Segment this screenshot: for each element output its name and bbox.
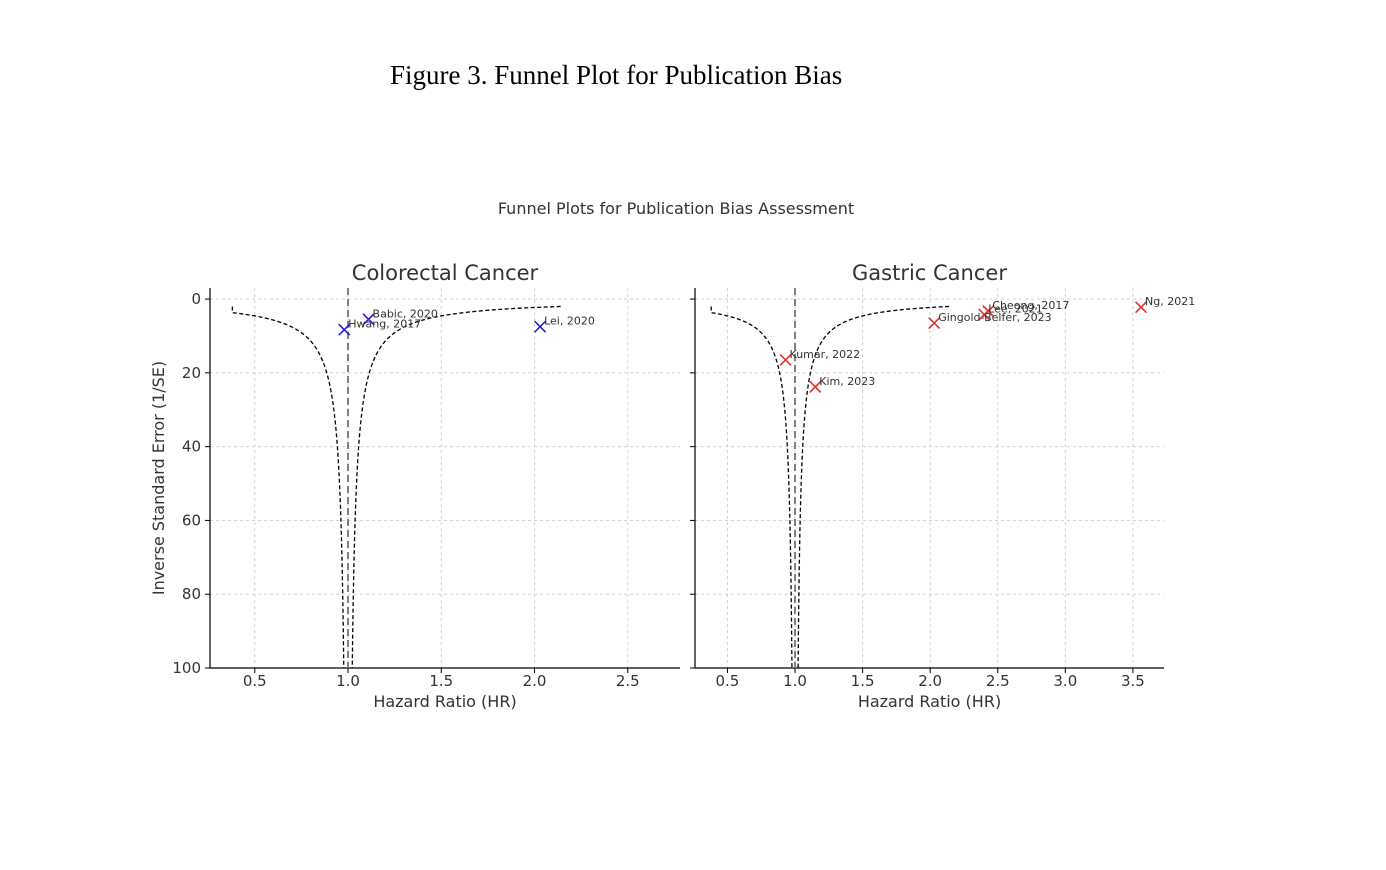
x-axis-label: Hazard Ratio (HR) bbox=[858, 692, 1001, 711]
funnel-curve-right bbox=[351, 305, 561, 669]
study-point bbox=[809, 380, 822, 393]
marker-stroke bbox=[1134, 301, 1148, 314]
x-tick-label: 1.0 bbox=[336, 672, 360, 690]
panel-title: Colorectal Cancer bbox=[352, 261, 539, 285]
marker-stroke bbox=[928, 316, 941, 330]
y-tick-label: 100 bbox=[172, 659, 201, 677]
y-axis-label: Inverse Standard Error (1/SE) bbox=[149, 361, 168, 595]
point-label: Lei, 2020 bbox=[544, 315, 595, 328]
x-tick-label: 2.0 bbox=[918, 672, 942, 690]
marker-stroke bbox=[809, 380, 822, 393]
point-label: Babic, 2020 bbox=[373, 307, 438, 320]
y-tick-label: 0 bbox=[191, 290, 201, 308]
x-tick-label: 2.0 bbox=[523, 672, 547, 690]
chart-suptitle: Funnel Plots for Publication Bias Assess… bbox=[498, 199, 854, 218]
funnel-curve-right bbox=[797, 305, 950, 669]
point-label: Lee, 2021 bbox=[988, 303, 1042, 316]
x-tick-label: 0.5 bbox=[243, 672, 267, 690]
study-point bbox=[362, 313, 375, 326]
panel-1: 0.5 1.0 1.5 2.0 2.5 3.0 3.5 Gastric Cancer Hazar… bbox=[690, 261, 1195, 711]
y-tick-label: 40 bbox=[182, 438, 201, 456]
y-tick-label: 60 bbox=[182, 511, 201, 529]
x-tick-label: 1.5 bbox=[851, 672, 875, 690]
x-tick-label: 1.5 bbox=[429, 672, 453, 690]
x-tick-label: 3.5 bbox=[1121, 672, 1145, 690]
marker-stroke bbox=[779, 353, 792, 367]
panel-title: Gastric Cancer bbox=[852, 261, 1007, 285]
marker-stroke bbox=[534, 320, 547, 333]
y-tick-label: 20 bbox=[182, 364, 201, 382]
study-point bbox=[534, 320, 547, 333]
marker-stroke bbox=[978, 308, 991, 321]
study-point bbox=[978, 308, 991, 321]
marker-stroke bbox=[338, 323, 351, 336]
x-axis-label: Hazard Ratio (HR) bbox=[373, 692, 516, 711]
funnel-curve-left bbox=[231, 306, 345, 669]
study-point bbox=[338, 323, 351, 336]
point-label: Kumar, 2022 bbox=[790, 348, 861, 361]
point-label: Kim, 2023 bbox=[819, 375, 875, 388]
marker-stroke bbox=[362, 313, 375, 326]
y-tick-label: 80 bbox=[182, 585, 201, 603]
x-tick-label: 2.5 bbox=[616, 672, 640, 690]
study-point bbox=[928, 316, 941, 330]
x-tick-label: 3.0 bbox=[1053, 672, 1077, 690]
point-label: Ng, 2021 bbox=[1145, 295, 1195, 308]
point-label: Cheong, 2017 bbox=[992, 299, 1069, 312]
x-tick-label: 2.5 bbox=[986, 672, 1010, 690]
point-label: Gingold-Belfer, 2023 bbox=[938, 311, 1051, 324]
x-tick-label: 1.0 bbox=[783, 672, 807, 690]
funnel-curve-left bbox=[710, 306, 793, 669]
study-point bbox=[779, 353, 792, 367]
panels-group: 0.5 1.0 1.5 2.0 2.5 0 20 40 60 80 100 Colorectal Ca… bbox=[172, 261, 1195, 711]
study-point bbox=[1134, 301, 1148, 314]
x-tick-label: 0.5 bbox=[716, 672, 740, 690]
point-label: Hwang, 2017 bbox=[348, 318, 421, 331]
panel-0: 0.5 1.0 1.5 2.0 2.5 0 20 40 60 80 100 Colorectal Ca… bbox=[172, 261, 680, 711]
figure-title: Figure 3. Funnel Plot for Publication Bi… bbox=[390, 60, 843, 90]
